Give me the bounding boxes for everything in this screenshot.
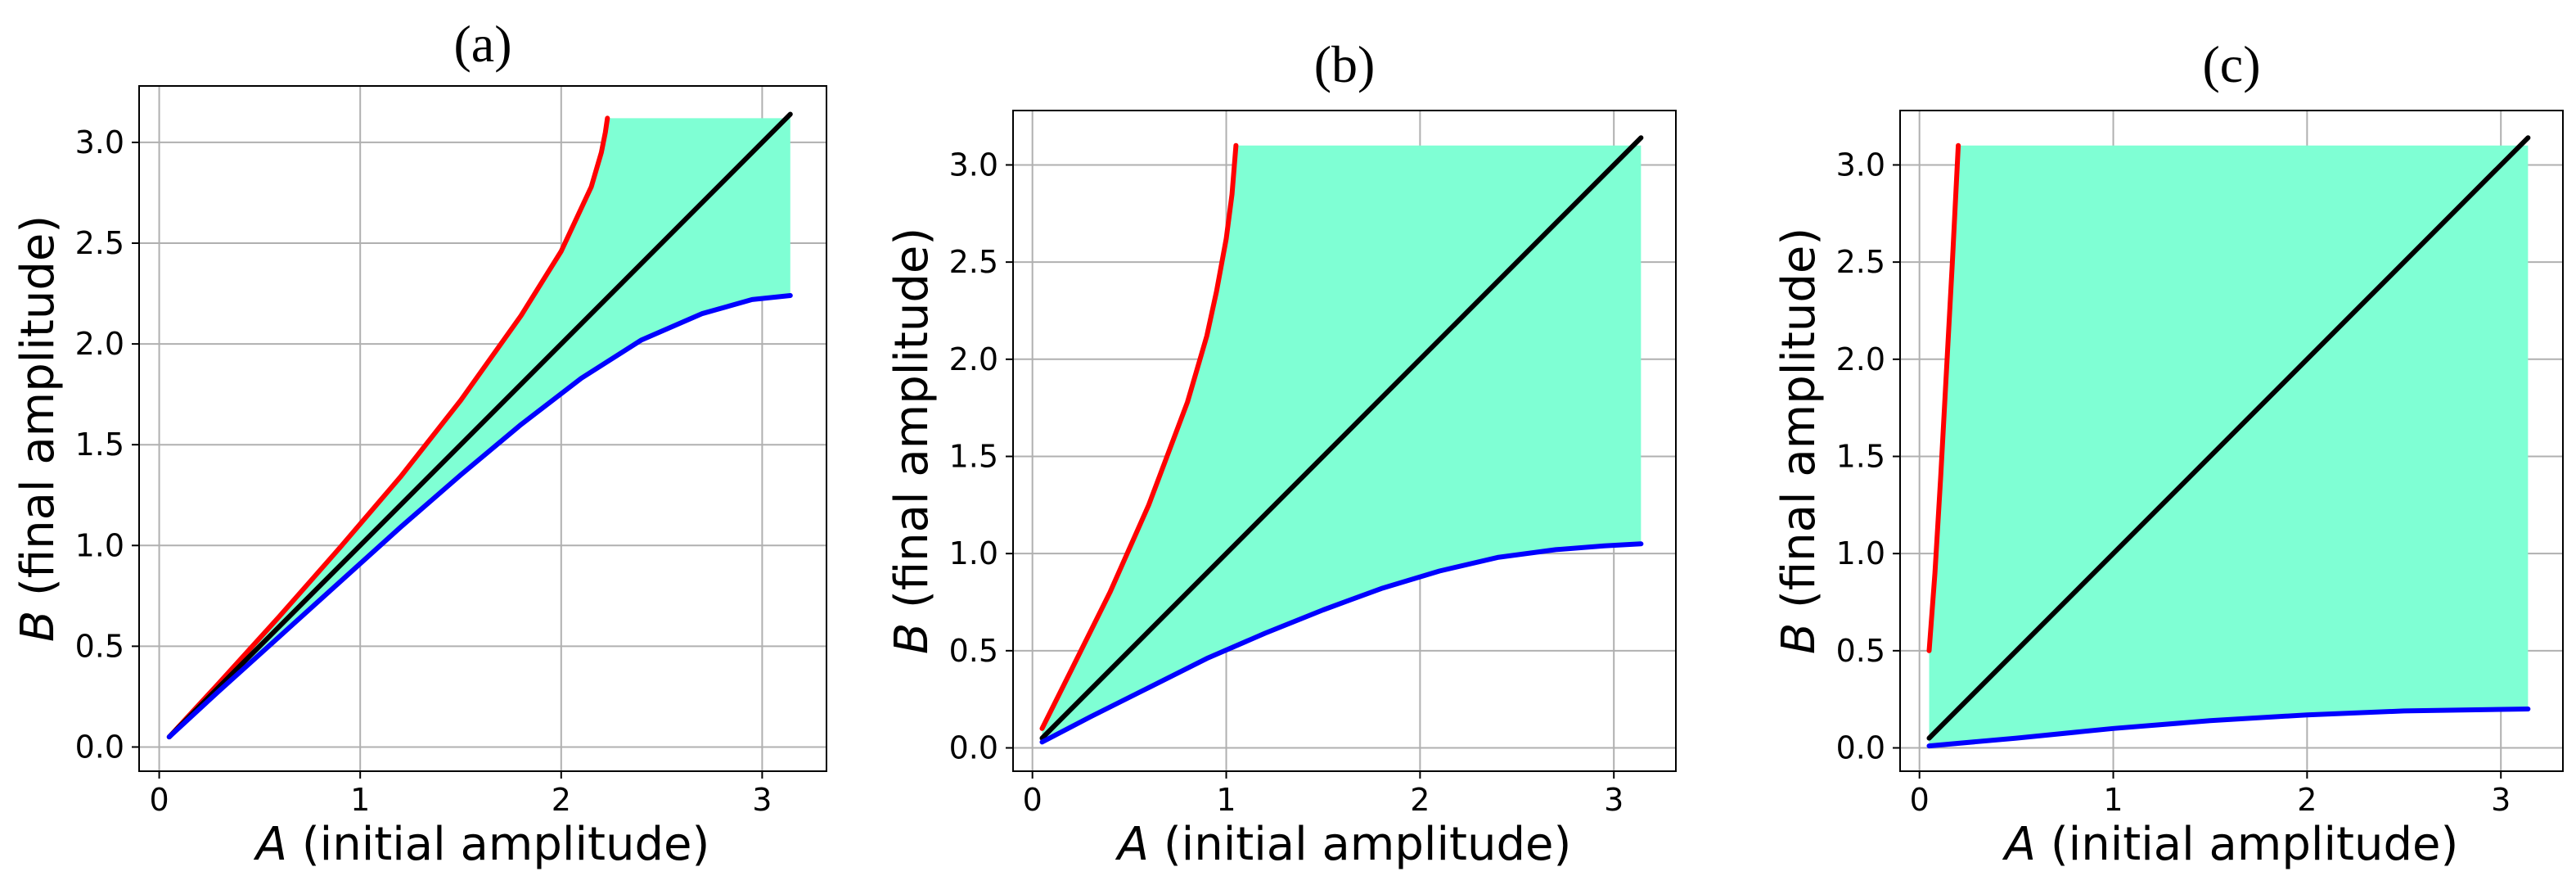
x-axis-label: A (initial amplitude) xyxy=(2002,818,2459,871)
y-tick-label: 3.0 xyxy=(75,124,124,160)
y-tick-label: 1.0 xyxy=(1836,535,1885,571)
x-tick-label: 3 xyxy=(752,782,772,818)
y-axis-variable: B xyxy=(1772,623,1826,654)
x-axis-label: A (initial amplitude) xyxy=(1115,818,1572,871)
y-tick-label: 0.0 xyxy=(75,729,124,765)
x-tick-label: 0 xyxy=(1023,782,1043,818)
y-tick-label: 2.5 xyxy=(1836,244,1885,280)
y-tick-label: 2.5 xyxy=(75,225,124,261)
y-tick-label: 2.0 xyxy=(1836,341,1885,377)
y-tick-label: 3.0 xyxy=(1836,147,1885,183)
plot-frame xyxy=(1012,110,1677,772)
plot-frame xyxy=(138,85,827,772)
panel-2: 0 1 2 3 0.0 0.5 1.0 1.5 2.0 2.5 3.0 (c) A (initial a… xyxy=(1772,35,2564,871)
panel-0: 0 1 2 3 0.0 0.5 1.0 1.5 2.0 2.5 3.0 (a) A (initial a… xyxy=(11,15,827,871)
x-tick-label: 2 xyxy=(1410,782,1430,818)
x-axis-variable: A xyxy=(254,818,287,871)
x-axis-text: (initial amplitude) xyxy=(1149,818,1571,871)
x-tick-label: 2 xyxy=(2297,782,2317,818)
x-tick-label: 1 xyxy=(2103,782,2123,818)
y-axis-variable: B xyxy=(11,611,65,642)
diagonal-line xyxy=(166,111,793,740)
y-tick-label: 0.5 xyxy=(1836,633,1885,669)
x-tick-label: 1 xyxy=(350,782,370,818)
plot-frame xyxy=(1899,110,2564,772)
lower-boundary-curve xyxy=(166,293,793,740)
panel-title: (c) xyxy=(2202,35,2260,93)
x-tick-label: 0 xyxy=(149,782,169,818)
x-tick-label: 3 xyxy=(2491,782,2511,818)
y-tick-label: 1.5 xyxy=(1836,438,1885,474)
x-axis-variable: A xyxy=(1115,818,1149,871)
y-tick-label: 0.5 xyxy=(75,628,124,664)
panel-title: (b) xyxy=(1314,35,1376,93)
panel-title: (a) xyxy=(453,15,511,73)
y-tick-label: 1.5 xyxy=(75,427,124,463)
x-axis-text: (initial amplitude) xyxy=(287,818,709,871)
y-tick-label: 0.0 xyxy=(1836,730,1885,766)
feasible-region xyxy=(1929,145,2529,747)
y-tick-label: 0.0 xyxy=(949,730,998,766)
y-axis-text: (final amplitude) xyxy=(1772,228,1826,623)
y-tick-label: 1.5 xyxy=(949,438,998,474)
upper-boundary-curve xyxy=(1039,142,1239,731)
x-tick-label: 2 xyxy=(552,782,571,818)
x-axis-label: A (initial amplitude) xyxy=(254,818,710,871)
diagonal-line xyxy=(1039,135,1644,741)
upper-boundary-curve xyxy=(166,115,610,740)
y-tick-label: 2.5 xyxy=(949,244,998,280)
x-axis-text: (initial amplitude) xyxy=(2036,818,2458,871)
y-axis-text: (final amplitude) xyxy=(11,215,65,611)
y-axis-text: (final amplitude) xyxy=(885,228,939,623)
x-tick-label: 1 xyxy=(1216,782,1236,818)
lower-boundary-curve xyxy=(1039,541,1644,745)
lower-boundary-curve xyxy=(1926,707,2531,749)
upper-boundary-curve xyxy=(1926,142,1961,653)
y-axis-variable: B xyxy=(885,623,939,654)
y-tick-label: 3.0 xyxy=(949,147,998,183)
y-tick-label: 2.0 xyxy=(75,326,124,362)
y-tick-label: 1.0 xyxy=(75,527,124,563)
diagonal-line xyxy=(1926,135,2531,741)
y-axis-label: B (final amplitude) xyxy=(1772,228,1826,654)
y-tick-label: 2.0 xyxy=(949,341,998,377)
x-axis-variable: A xyxy=(2002,818,2036,871)
y-tick-label: 1.0 xyxy=(949,535,998,571)
y-tick-label: 0.5 xyxy=(949,633,998,669)
y-axis-label: B (final amplitude) xyxy=(885,228,939,654)
panel-1: 0 1 2 3 0.0 0.5 1.0 1.5 2.0 2.5 3.0 (b) A (initial a… xyxy=(885,35,1677,871)
x-tick-label: 0 xyxy=(1910,782,1930,818)
feasible-region xyxy=(1042,145,1642,743)
x-tick-label: 3 xyxy=(1604,782,1624,818)
y-axis-label: B (final amplitude) xyxy=(11,215,65,642)
